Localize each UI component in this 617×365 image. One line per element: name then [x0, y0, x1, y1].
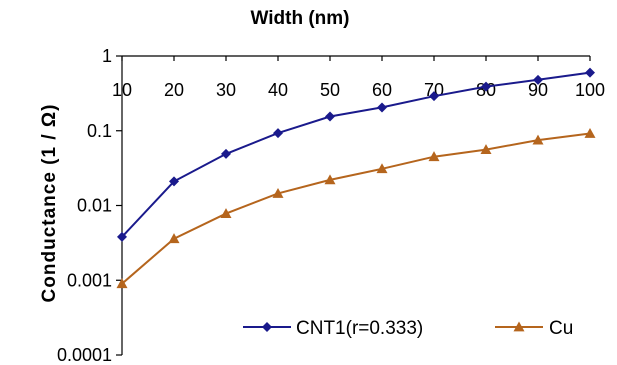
data-point-cu [220, 208, 232, 218]
x-tick-label: 30 [216, 80, 236, 100]
data-point-cnt1 [585, 67, 595, 78]
legend-marker-cnt1 [262, 322, 272, 332]
y-axis-title: Conductance (1 / Ω) [39, 104, 60, 303]
y-tick-label: 0.001 [67, 270, 112, 290]
y-tick-label: 0.0001 [57, 345, 112, 365]
legend-item-cu: Cu [495, 318, 573, 339]
data-point-cnt1 [429, 91, 439, 102]
y-tick-label: 1 [102, 46, 112, 66]
data-point-cu [272, 187, 284, 198]
x-tick-label: 90 [528, 80, 548, 100]
legend-marker-cu [513, 321, 525, 332]
legend: CNT1(r=0.333) Cu [243, 318, 573, 339]
data-point-cu [480, 144, 492, 154]
y-axis: 1 0.1 0.01 0.001 0.0001 [57, 46, 123, 365]
data-point-cu [584, 127, 596, 138]
series-cu [116, 127, 596, 289]
x-tick-label: 60 [372, 80, 392, 100]
data-point-cnt1 [533, 74, 543, 85]
y-tick-label: 0.1 [87, 121, 112, 141]
data-point-cnt1 [221, 148, 231, 159]
x-tick-label: 40 [268, 80, 288, 100]
x-tick-label: 100 [575, 80, 605, 100]
x-tick-label: 10 [112, 80, 132, 100]
data-point-cu [428, 151, 440, 162]
data-point-cu [116, 278, 128, 289]
x-tick-label: 50 [320, 80, 340, 100]
data-point-cnt1 [117, 231, 127, 242]
series-line-cu [121, 132, 591, 285]
data-point-cnt1 [325, 111, 335, 122]
series-line-cnt1 [121, 71, 591, 238]
legend-label-cu: Cu [549, 318, 573, 339]
y-tick-label: 0.01 [77, 196, 112, 216]
data-point-cu [324, 174, 336, 185]
x-axis: 102030405060708090100 [112, 55, 605, 100]
plot-series [116, 67, 596, 289]
data-point-cnt1 [169, 176, 179, 187]
data-point-cnt1 [377, 102, 387, 113]
data-point-cnt1 [481, 81, 491, 92]
legend-label-cnt1: CNT1(r=0.333) [296, 318, 423, 339]
data-point-cnt1 [273, 128, 283, 139]
data-point-cu [168, 233, 180, 244]
series-cnt1 [117, 67, 595, 242]
x-axis-title: Width (nm) [250, 8, 349, 29]
x-tick-label: 20 [164, 80, 184, 100]
legend-item-cnt1: CNT1(r=0.333) [243, 318, 423, 339]
data-point-cu [532, 134, 544, 145]
data-point-cu [376, 163, 388, 174]
